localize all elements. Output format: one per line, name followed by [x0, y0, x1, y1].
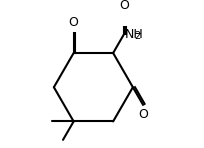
Text: NH: NH — [124, 28, 143, 41]
Text: O: O — [68, 16, 78, 29]
Text: O: O — [138, 108, 148, 121]
Text: O: O — [118, 0, 128, 12]
Text: 2: 2 — [134, 31, 140, 41]
